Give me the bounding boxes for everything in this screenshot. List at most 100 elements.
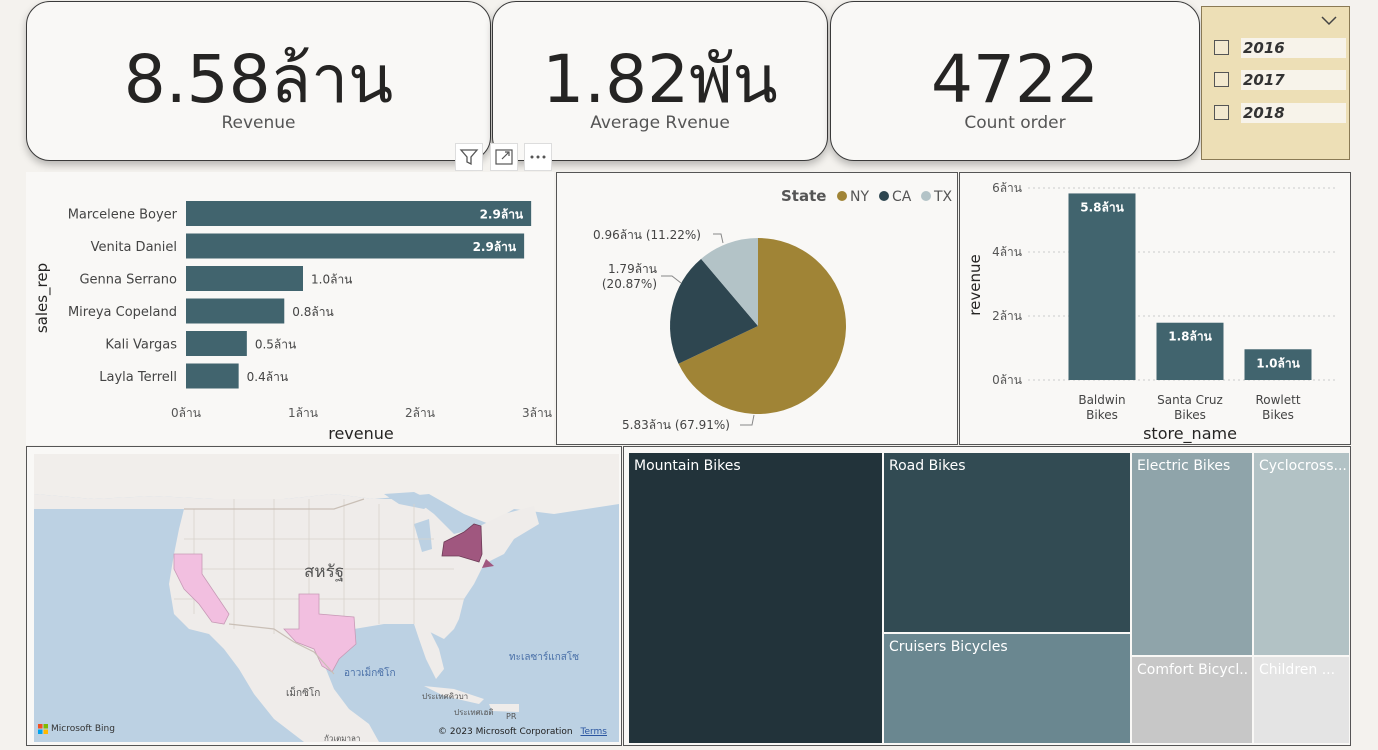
terms-link[interactable]: Terms (580, 727, 607, 737)
category-treemap: Mountain Bikes Road Bikes Cruisers Bicycle… (629, 453, 1349, 743)
sales-rep-bar-chart: sales_rep revenue Marcelene Boyer 2.9ล้าน… (33, 201, 552, 443)
category-label: Venita Daniel (91, 240, 177, 255)
bing-label: Microsoft Bing (51, 724, 115, 734)
data-label: (20.87%) (602, 277, 657, 291)
data-label: 1.0ล้าน (311, 273, 352, 287)
category-label: Bikes (1086, 408, 1118, 422)
data-label: 1.8ล้าน (1168, 330, 1212, 344)
chevron-down-icon[interactable] (1320, 15, 1338, 27)
slicer-item-2016[interactable]: 2016 (1214, 38, 1346, 58)
x-tick-label: 2ล้าน (405, 406, 435, 420)
state-ny (441, 523, 483, 563)
kpi-label: Average Rvenue (590, 113, 730, 133)
data-label: 0.4ล้าน (247, 370, 288, 384)
bar[interactable] (1068, 193, 1136, 380)
legend-entry[interactable]: TX (933, 189, 953, 205)
checkbox[interactable] (1214, 105, 1229, 120)
data-label: 5.83ล้าน (67.91%) (622, 418, 730, 432)
category-label: Santa Cruz (1157, 393, 1223, 407)
treemap-label: Mountain Bikes (634, 458, 741, 474)
store-bar-chart: revenue store_name 0ล้าน 2ล้าน 4ล้าน 6ล้าน 5… (966, 181, 1335, 444)
legend-swatch (837, 191, 847, 201)
category-label: Mireya Copeland (68, 305, 177, 320)
y-tick-label: 6ล้าน (992, 181, 1022, 195)
pie-slice[interactable] (678, 238, 846, 414)
treemap-panel: Mountain Bikes Road Bikes Cruisers Bicycle… (623, 446, 1351, 746)
map-land (34, 454, 619, 742)
kpi-label: Revenue (221, 113, 296, 133)
legend-entry[interactable]: CA (892, 189, 912, 205)
treemap-tile[interactable]: Mountain Bikes (629, 453, 882, 743)
checkbox[interactable] (1214, 40, 1229, 55)
treemap-tile[interactable]: Electric Bikes (1132, 453, 1252, 655)
slicer-item-label: 2016 (1241, 38, 1346, 58)
filter-button[interactable] (455, 143, 483, 171)
state-ca (173, 553, 230, 625)
bar[interactable] (186, 298, 285, 324)
treemap-label: Electric Bikes (1137, 458, 1231, 474)
copyright-text: © 2023 Microsoft Corporation (438, 727, 573, 737)
sales-rep-chart-panel: sales_rep revenue Marcelene Boyer 2.9ล้าน… (26, 172, 554, 445)
slicer-item-2017[interactable]: 2017 (1214, 70, 1346, 90)
kpi-value: 1.82พัน (542, 41, 778, 118)
bar[interactable] (186, 266, 303, 291)
x-tick-label: 0ล้าน (171, 406, 201, 420)
focus-mode-button[interactable] (490, 143, 518, 171)
treemap-tile[interactable]: Comfort Bicycl... (1132, 657, 1252, 743)
bing-logo: Microsoft Bing (38, 724, 115, 734)
treemap-tile[interactable]: Cruisers Bicycles (884, 634, 1130, 743)
checkbox[interactable] (1214, 72, 1229, 87)
map-copyright: © 2023 Microsoft Corporation Terms (438, 727, 607, 737)
category-label: Bikes (1174, 408, 1206, 422)
x-axis-title: revenue (328, 424, 394, 443)
data-label: 2.9ล้าน (473, 240, 517, 254)
kpi-value: 4722 (931, 41, 1099, 118)
treemap-tile[interactable]: Children ... (1254, 657, 1349, 743)
pie-slice[interactable] (701, 238, 758, 326)
treemap-tile[interactable]: Cyclocross... (1254, 453, 1349, 655)
legend-swatch (921, 191, 931, 201)
map-canvas[interactable]: สหรัฐ อาวเม็กซิโก เม็กซิโก ทะเลซาร์แกสโซ… (34, 454, 619, 742)
y-axis-title: revenue (966, 254, 984, 315)
treemap-label: Comfort Bicycl... (1137, 662, 1249, 678)
more-options-button[interactable] (524, 143, 552, 171)
data-label: 1.79ล้าน (608, 262, 657, 276)
bar[interactable] (186, 331, 247, 356)
category-label: Kali Vargas (105, 338, 177, 353)
y-tick-label: 4ล้าน (992, 245, 1022, 259)
treemap-tile[interactable]: Road Bikes (884, 453, 1130, 632)
bar[interactable] (1244, 349, 1312, 380)
y-axis-title: sales_rep (33, 263, 52, 333)
pie-slice[interactable] (670, 258, 758, 364)
kpi-card-revenue[interactable]: 8.58ล้าน Revenue (26, 1, 491, 161)
y-tick-label: 2ล้าน (992, 309, 1022, 323)
map-label-country: สหรัฐ (304, 562, 345, 582)
leader-line (713, 233, 724, 244)
data-label: 0.5ล้าน (255, 338, 296, 352)
bar[interactable] (186, 363, 239, 389)
slicer-item-label: 2018 (1241, 103, 1346, 123)
category-label: Rowlett (1255, 393, 1300, 407)
kpi-card-average-revenue[interactable]: 1.82พัน Average Rvenue (492, 1, 828, 161)
slicer-item-label: 2017 (1241, 70, 1346, 90)
store-chart-panel: revenue store_name 0ล้าน 2ล้าน 4ล้าน 6ล้าน 5… (959, 172, 1351, 445)
kpi-value: 8.58ล้าน (123, 41, 394, 118)
data-label: 0.8ล้าน (292, 305, 333, 319)
category-label: Genna Serrano (79, 273, 177, 288)
treemap-label: Road Bikes (889, 458, 966, 474)
data-label: 1.0ล้าน (1256, 356, 1300, 370)
map-label-haiti: ประเทศเฮติ (454, 708, 494, 717)
bar[interactable] (186, 233, 525, 259)
slicer-item-2018[interactable]: 2018 (1214, 103, 1346, 123)
bar[interactable] (1156, 322, 1224, 380)
x-axis-title: store_name (1143, 424, 1237, 444)
kpi-card-count-order[interactable]: 4722 Count order (830, 1, 1200, 161)
x-tick-label: 3ล้าน (522, 406, 552, 420)
map-panel: สหรัฐ อาวเม็กซิโก เม็กซิโก ทะเลซาร์แกสโซ… (26, 446, 622, 746)
treemap-label: Cyclocross... (1259, 458, 1346, 474)
bar[interactable] (186, 201, 532, 226)
leader-line (740, 414, 755, 426)
legend-title: State (781, 187, 826, 205)
legend-entry[interactable]: NY (850, 189, 869, 205)
year-slicer: 2016 2017 2018 (1201, 6, 1350, 160)
